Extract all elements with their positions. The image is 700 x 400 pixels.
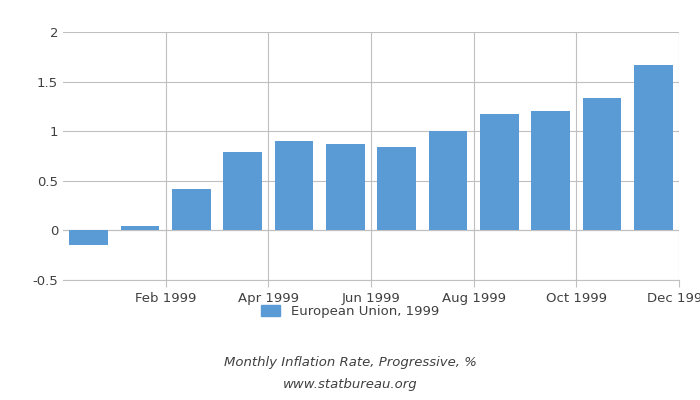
Bar: [377, 147, 416, 230]
Legend: European Union, 1999: European Union, 1999: [256, 300, 444, 324]
Bar: [531, 111, 570, 230]
Bar: [69, 230, 108, 245]
Bar: [326, 144, 365, 230]
Bar: [172, 189, 211, 230]
Bar: [223, 152, 262, 230]
Bar: [120, 226, 160, 230]
Bar: [582, 98, 622, 230]
Text: www.statbureau.org: www.statbureau.org: [283, 378, 417, 391]
Text: Monthly Inflation Rate, Progressive, %: Monthly Inflation Rate, Progressive, %: [223, 356, 477, 369]
Bar: [274, 141, 314, 230]
Bar: [634, 65, 673, 230]
Bar: [428, 131, 468, 230]
Bar: [480, 114, 519, 230]
